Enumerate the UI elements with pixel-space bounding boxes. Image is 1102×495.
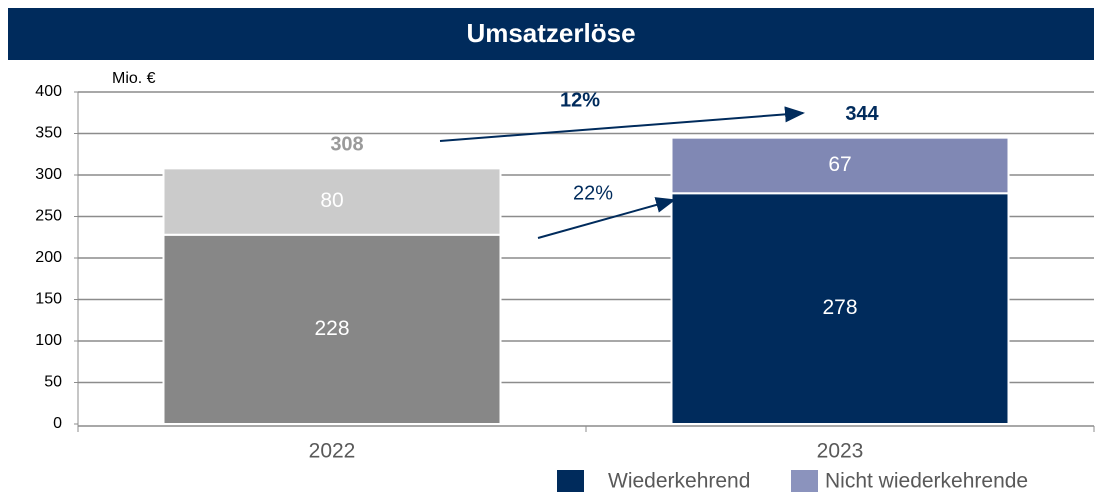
data-label: 278 <box>822 296 857 319</box>
y-tick-label: 400 <box>35 83 62 100</box>
data-label: 67 <box>828 153 851 176</box>
bar-segment <box>670 136 1010 195</box>
y-tick-label: 300 <box>35 166 62 183</box>
annotation: 22% <box>573 182 613 204</box>
data-label: 228 <box>314 317 349 340</box>
total-label: 308 <box>330 134 363 156</box>
x-tick-label: 2023 <box>817 440 864 463</box>
y-tick-label: 0 <box>53 415 62 432</box>
bar-segment <box>670 192 1010 425</box>
legend-swatch <box>557 470 584 492</box>
title-bar <box>8 8 1094 60</box>
legend-swatch <box>791 470 818 492</box>
growth-arrow <box>537 197 676 239</box>
growth-arrow <box>439 106 805 142</box>
data-label: 80 <box>320 189 343 212</box>
y-tick-label: 250 <box>35 208 62 225</box>
total-label: 344 <box>845 103 879 125</box>
unit-label: Mio. € <box>112 70 156 87</box>
bar-segment <box>162 167 502 236</box>
annotation: 12% <box>560 89 600 111</box>
legend-label: Nicht wiederkehrende <box>825 470 1028 493</box>
y-tick-label: 100 <box>35 332 62 349</box>
x-tick-label: 2022 <box>309 440 356 463</box>
y-tick-label: 50 <box>44 374 62 391</box>
legend-label: Wiederkehrend <box>608 470 750 493</box>
y-tick-label: 150 <box>35 291 62 308</box>
y-tick-label: 200 <box>35 249 62 266</box>
chart-title: Umsatzerlöse <box>466 18 635 48</box>
y-tick-label: 350 <box>35 125 62 142</box>
plot-area: 0 50 100 150 200 250 300 350 400 228 80 2022 308 278 6… <box>35 83 1095 463</box>
